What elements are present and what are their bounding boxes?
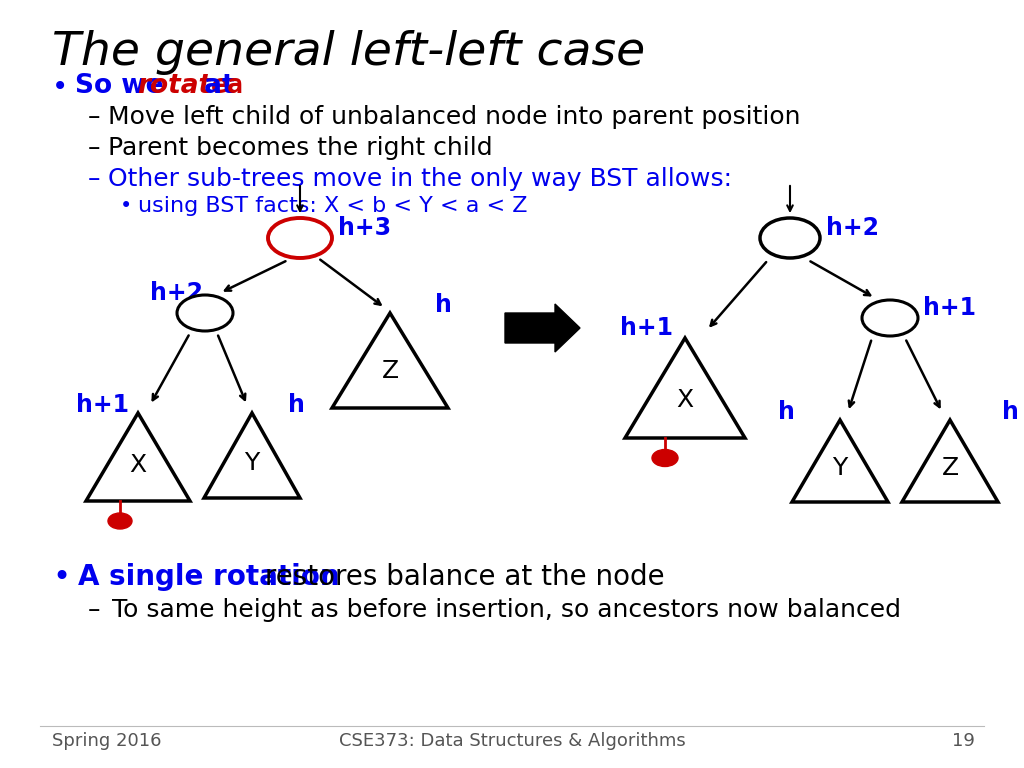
Text: h: h [1002,400,1019,424]
Text: •: • [52,563,70,592]
Ellipse shape [268,218,332,258]
Text: h+2: h+2 [150,281,203,305]
Text: 19: 19 [952,732,975,750]
Ellipse shape [108,513,132,529]
Text: h+1: h+1 [76,393,129,417]
Text: –: – [88,598,100,622]
Text: So we: So we [75,73,173,99]
Text: h: h [778,400,795,424]
Text: The general left-left case: The general left-left case [52,30,645,75]
Text: b: b [197,301,213,325]
Text: at: at [195,73,244,99]
Text: a: a [291,224,309,252]
Text: X: X [129,453,146,477]
Text: Y: Y [833,456,848,480]
Text: h+1: h+1 [620,316,673,340]
Text: A single rotation: A single rotation [78,563,340,591]
Text: Move left child of unbalanced node into parent position: Move left child of unbalanced node into … [108,105,801,129]
Text: h+2: h+2 [826,216,879,240]
Text: To same height as before insertion, so ancestors now balanced: To same height as before insertion, so a… [112,598,901,622]
Text: Z: Z [381,359,398,383]
Text: Parent becomes the right child: Parent becomes the right child [108,136,493,160]
Text: restores balance at the node: restores balance at the node [256,563,665,591]
Text: h: h [288,393,305,417]
Text: Other sub-trees move in the only way BST allows:: Other sub-trees move in the only way BST… [108,167,732,191]
Text: h+3: h+3 [338,216,391,240]
Ellipse shape [760,218,820,258]
Text: •: • [52,73,69,101]
FancyArrow shape [505,304,580,352]
Text: a: a [883,306,898,330]
Text: –: – [88,105,100,129]
Ellipse shape [862,300,918,336]
Text: –: – [88,167,100,191]
Text: •: • [120,196,132,216]
Text: Z: Z [941,456,958,480]
Text: h+1: h+1 [923,296,976,320]
Text: X: X [677,388,693,412]
Text: a: a [227,73,243,99]
Text: b: b [782,226,798,250]
Ellipse shape [652,449,678,466]
Text: –: – [88,136,100,160]
Text: rotate: rotate [137,73,229,99]
Text: Y: Y [245,451,260,475]
Text: Spring 2016: Spring 2016 [52,732,162,750]
Text: h: h [435,293,452,317]
Ellipse shape [177,295,233,331]
Text: CSE373: Data Structures & Algorithms: CSE373: Data Structures & Algorithms [339,732,685,750]
Text: using BST facts: X < b < Y < a < Z: using BST facts: X < b < Y < a < Z [138,196,527,216]
